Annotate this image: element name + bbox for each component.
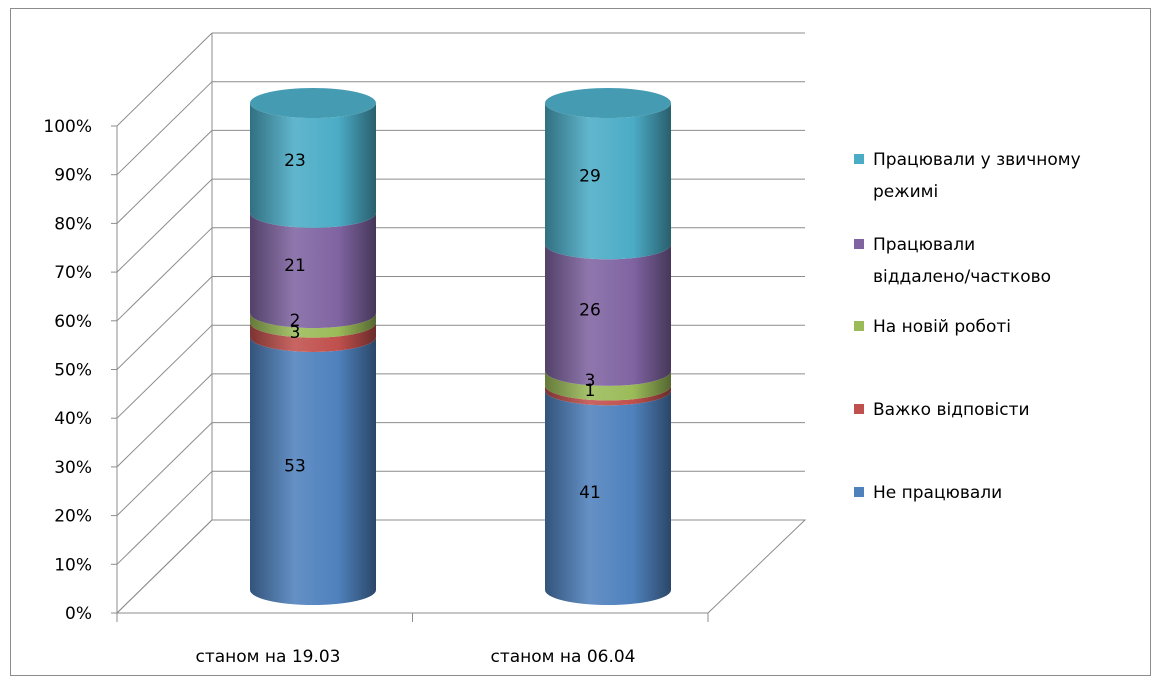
floor	[115, 519, 807, 614]
legend-swatch	[854, 487, 864, 497]
legend-label: На новій роботі	[873, 317, 1011, 337]
y-tick-label: 0%	[65, 604, 92, 624]
x-tick-label: станом на 06.04	[490, 647, 635, 667]
legend-label: Не працювали	[873, 483, 1002, 503]
gridline-diagonal	[116, 32, 213, 127]
gridline-diagonal	[116, 373, 213, 468]
bar-segment	[250, 103, 376, 228]
y-tick-label: 100%	[43, 117, 92, 137]
y-tick-label: 10%	[54, 555, 92, 575]
y-tick-label: 70%	[54, 263, 92, 283]
y-tick-label: 60%	[54, 312, 92, 332]
gridline-diagonal	[116, 324, 213, 419]
bar-segment	[250, 322, 376, 352]
gridline-diagonal	[116, 130, 213, 224]
gridline-diagonal	[116, 519, 213, 614]
bar-segment	[545, 244, 671, 386]
legend-label: Важко відповісти	[873, 400, 1030, 420]
gridline-diagonal	[116, 81, 213, 176]
data-label: 41	[579, 483, 601, 503]
data-label: 3	[290, 323, 301, 343]
data-label: 29	[579, 167, 601, 187]
gridline-diagonal	[116, 422, 213, 516]
gridline-diagonal	[116, 276, 213, 370]
legend-label: Працювали у звичному режимі	[873, 150, 1081, 202]
legend-label: Працювали віддалено/частково	[873, 235, 1051, 287]
y-tick-label: 80%	[54, 214, 92, 234]
data-label: 21	[284, 256, 306, 276]
legend-swatch	[854, 404, 864, 414]
bar-segment	[545, 385, 671, 406]
data-label: 2	[290, 311, 301, 331]
bar-segment	[250, 336, 376, 605]
gridline-diagonal	[116, 227, 213, 322]
legend-swatch	[854, 239, 864, 249]
y-tick-label: 30%	[54, 458, 92, 478]
legend-swatch	[854, 321, 864, 331]
x-tick-label: станом на 19.03	[195, 647, 340, 667]
cylinder-top	[250, 88, 376, 118]
cylinder-top	[545, 88, 671, 118]
bar-segment	[250, 212, 376, 329]
y-tick-label: 50%	[54, 361, 92, 381]
bar-segment	[545, 370, 671, 401]
legend-swatch	[854, 154, 864, 164]
y-tick-label: 20%	[54, 507, 92, 527]
bar-segment	[545, 103, 671, 260]
y-tick-label: 40%	[54, 409, 92, 429]
gridline-diagonal	[116, 470, 213, 565]
data-label: 53	[284, 456, 306, 476]
gridline-diagonal	[116, 178, 213, 273]
data-label: 23	[284, 151, 306, 171]
data-label: 1	[585, 381, 596, 401]
bar-segment	[545, 390, 671, 605]
data-label: 3	[585, 371, 596, 391]
chart-frame	[10, 8, 1151, 676]
y-tick-label: 90%	[54, 166, 92, 186]
data-label: 26	[579, 301, 601, 321]
bar-segment	[250, 313, 376, 338]
